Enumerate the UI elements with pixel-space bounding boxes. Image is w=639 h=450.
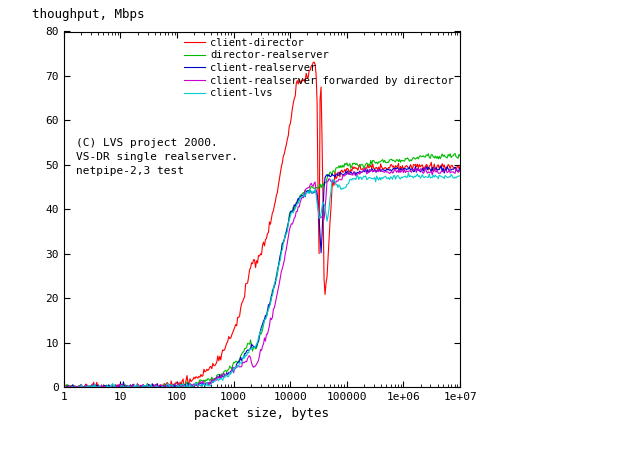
client-director	[350, 166, 358, 171]
Line: client-realserver: client-realserver	[64, 166, 460, 387]
client-realserver	[217, 376, 225, 381]
client-realserver forwarded by director	[189, 383, 197, 389]
client-director	[109, 382, 116, 387]
client-lvs	[346, 177, 354, 182]
client-realserver	[346, 171, 354, 176]
client-director	[456, 163, 464, 168]
client-lvs	[456, 174, 464, 179]
client-lvs	[217, 376, 225, 382]
Line: client-realserver forwarded by director: client-realserver forwarded by director	[64, 168, 460, 387]
client-lvs	[60, 385, 68, 391]
client-realserver	[309, 190, 317, 195]
client-realserver forwarded by director	[456, 168, 464, 173]
client-director	[218, 351, 226, 356]
client-realserver	[189, 383, 197, 389]
client-lvs	[108, 382, 116, 388]
client-realserver	[456, 165, 464, 171]
client-realserver	[60, 384, 68, 390]
client-director	[311, 62, 319, 67]
director-realserver	[189, 384, 197, 390]
client-realserver	[437, 163, 445, 169]
client-director	[348, 168, 356, 174]
client-director	[311, 59, 318, 65]
client-lvs	[309, 189, 317, 194]
client-realserver forwarded by director	[348, 172, 356, 178]
client-director	[190, 374, 198, 380]
client-lvs	[348, 177, 356, 183]
client-director	[60, 383, 68, 389]
Text: (C) LVS project 2000.
VS-DR single realserver.
netpipe-2,3 test: (C) LVS project 2000. VS-DR single reals…	[76, 138, 238, 176]
client-director	[63, 387, 71, 392]
client-realserver	[348, 171, 356, 176]
Line: director-realserver: director-realserver	[64, 153, 460, 387]
client-realserver forwarded by director	[346, 171, 354, 177]
client-lvs	[189, 384, 197, 389]
director-realserver	[217, 372, 225, 378]
director-realserver	[309, 185, 317, 190]
Line: client-director: client-director	[64, 62, 460, 389]
Text: thoughput, Mbps: thoughput, Mbps	[32, 8, 144, 21]
director-realserver	[60, 384, 68, 390]
client-lvs	[404, 170, 412, 176]
client-realserver forwarded by director	[217, 373, 225, 378]
director-realserver	[108, 383, 116, 388]
Legend: client-director, director-realserver, client-realserver, client-realserver forwa: client-director, director-realserver, cl…	[180, 34, 458, 102]
X-axis label: packet size, bytes: packet size, bytes	[194, 407, 330, 420]
client-realserver forwarded by director	[108, 384, 116, 390]
director-realserver	[348, 163, 356, 169]
client-realserver forwarded by director	[60, 384, 68, 390]
Line: client-lvs: client-lvs	[64, 173, 460, 388]
client-realserver	[108, 384, 116, 390]
director-realserver	[346, 161, 354, 166]
director-realserver	[451, 151, 459, 156]
client-realserver forwarded by director	[422, 165, 429, 171]
director-realserver	[456, 153, 464, 159]
client-realserver forwarded by director	[309, 184, 317, 189]
